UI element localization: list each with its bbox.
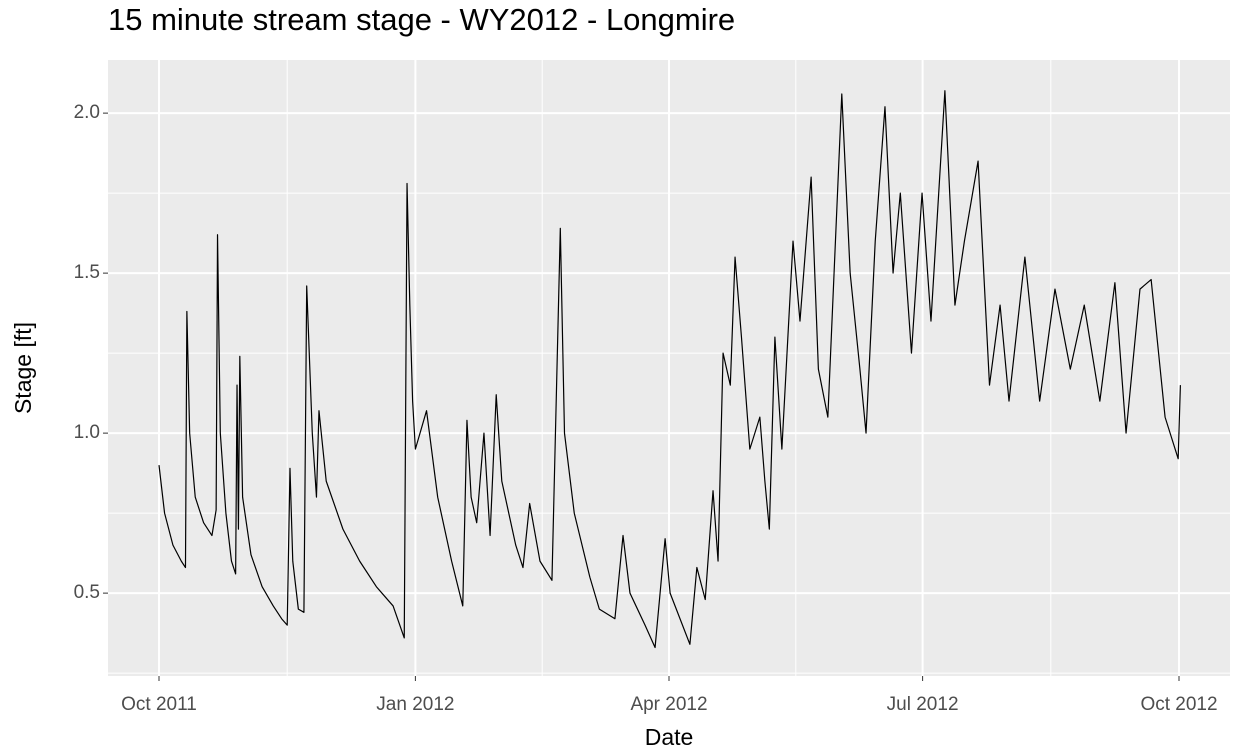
chart-title: 15 minute stream stage - WY2012 - Longmi… — [108, 2, 735, 37]
x-tick-label: Jul 2012 — [887, 694, 959, 715]
x-tick-label: Apr 2012 — [630, 694, 707, 715]
x-tick-label: Jan 2012 — [376, 694, 454, 715]
x-tick-label: Oct 2012 — [1140, 694, 1217, 715]
y-axis-title: Stage [ft] — [10, 322, 36, 414]
data-line — [158, 90, 1181, 649]
y-tick-label: 1.5 — [74, 262, 100, 283]
y-tick-label: 0.5 — [74, 582, 100, 603]
x-tick-label: Oct 2011 — [121, 694, 197, 715]
y-tick-label: 1.0 — [74, 422, 100, 443]
x-axis-title: Date — [645, 724, 694, 750]
y-tick-label: 2.0 — [74, 102, 100, 123]
